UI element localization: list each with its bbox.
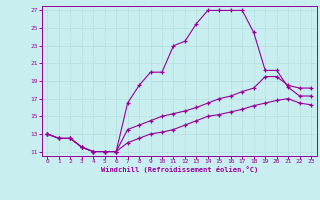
X-axis label: Windchill (Refroidissement éolien,°C): Windchill (Refroidissement éolien,°C) xyxy=(100,166,258,173)
